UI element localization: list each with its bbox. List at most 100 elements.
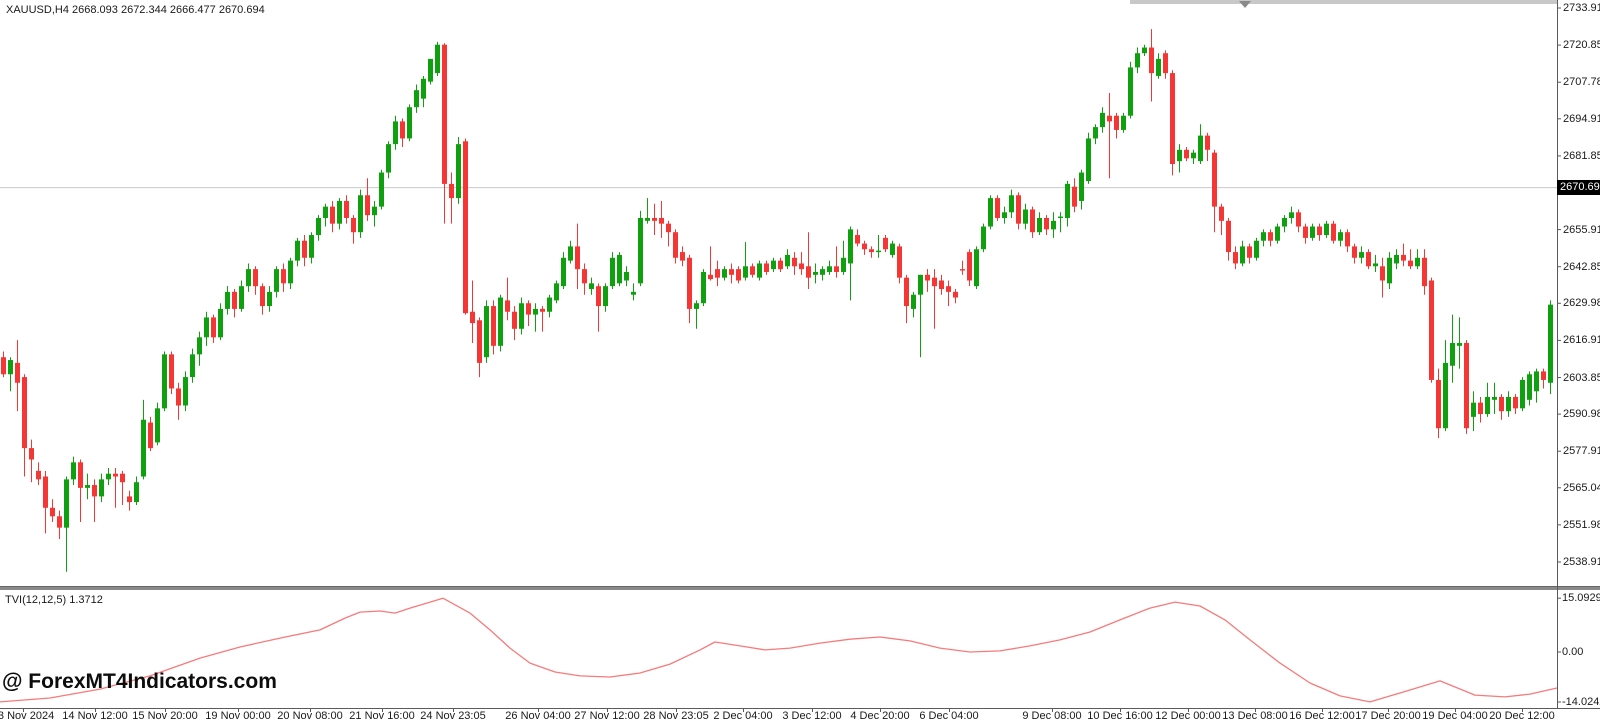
price-axis-label: 2551.980: [1563, 518, 1600, 531]
candle-body: [8, 360, 13, 375]
candle-body: [1037, 217, 1042, 233]
candle-body: [1457, 342, 1462, 346]
candle-body: [1520, 379, 1525, 409]
candle-body: [1471, 402, 1476, 417]
candle-body: [43, 476, 48, 508]
candle-body: [1072, 186, 1077, 207]
candle-body: [680, 252, 685, 261]
candle-body: [1282, 217, 1287, 227]
candle-body: [631, 291, 636, 295]
candle-body: [15, 362, 20, 383]
candle-body: [932, 277, 937, 287]
candle-body: [757, 263, 762, 278]
candle-body: [484, 306, 489, 358]
price-axis-label: 2681.850: [1563, 149, 1600, 162]
candle-body: [1058, 216, 1063, 218]
candle-body: [1499, 396, 1504, 412]
candle-body: [1303, 226, 1308, 238]
candle-body: [939, 280, 944, 290]
candle-body: [687, 257, 692, 309]
candle-body: [428, 58, 433, 82]
candle-body: [1408, 260, 1413, 267]
candle-body: [1, 357, 6, 375]
time-axis-label: 20 Dec 12:00: [1489, 710, 1555, 722]
candle-body: [134, 482, 139, 503]
candle-body: [967, 252, 972, 281]
indicator-axis-label: 0.00: [1562, 646, 1584, 658]
time-axis-label: 19 Dec 04:00: [1422, 710, 1488, 722]
candle-body: [708, 274, 713, 280]
candle-body: [1086, 138, 1091, 182]
candle-body: [561, 257, 566, 287]
candle-body: [323, 206, 328, 218]
pane-separator[interactable]: [0, 586, 1600, 590]
candle-body: [988, 198, 993, 227]
candle-body: [22, 377, 27, 449]
candle-body: [253, 269, 258, 287]
time-axis-label: 4 Dec 20:00: [850, 710, 910, 722]
candle-body: [1534, 371, 1539, 392]
candle-body: [638, 217, 643, 284]
candle-body: [778, 260, 783, 270]
candle-body: [855, 235, 860, 244]
candle-body: [1331, 223, 1336, 241]
candle-body: [302, 240, 307, 258]
candle-body: [645, 217, 650, 221]
candle-body: [120, 473, 125, 483]
candle-body: [1296, 212, 1301, 227]
candle-body: [1352, 246, 1357, 258]
candle-body: [1317, 226, 1322, 236]
candle-body: [596, 286, 601, 307]
candle-body: [568, 246, 573, 261]
candle-body: [1191, 152, 1196, 159]
indicator-axis-label: 15.0929: [1562, 592, 1600, 605]
candle-body: [358, 195, 363, 233]
candle-body: [337, 200, 342, 224]
price-axis-label: 2642.850: [1563, 260, 1600, 273]
time-axis-label: 27 Nov 12:00: [574, 710, 640, 722]
candle-body: [1359, 252, 1364, 258]
candle-body: [1219, 206, 1224, 221]
candle-body: [827, 266, 832, 272]
candle-body: [533, 308, 538, 315]
candle-body: [736, 269, 741, 281]
candle-body: [1212, 152, 1217, 207]
candle-body: [1527, 374, 1532, 400]
candle-body: [407, 107, 412, 139]
candle-body: [1016, 195, 1021, 224]
candle-body: [1247, 246, 1252, 258]
candle-body: [260, 286, 265, 307]
candle-body: [169, 354, 174, 389]
candle-body: [1240, 246, 1245, 264]
candle-body: [274, 269, 279, 292]
price-axis-label: 2603.850: [1563, 371, 1600, 384]
time-axis-label: 2 Dec 04:00: [713, 710, 773, 722]
candle-body: [1485, 396, 1490, 415]
candle-body: [701, 271, 706, 304]
candle-body: [862, 243, 867, 250]
candle-body: [36, 470, 41, 480]
candle-body: [1093, 127, 1098, 139]
candle-body: [470, 311, 475, 324]
candle-body: [1065, 183, 1070, 218]
top-scrollbar[interactable]: [1130, 0, 1557, 4]
candle-body: [729, 269, 734, 275]
candle-body: [393, 121, 398, 145]
candle-body: [1002, 212, 1007, 218]
price-axis-label: 2538.915: [1563, 556, 1600, 568]
candle-body: [1226, 220, 1231, 253]
candle-body: [330, 206, 335, 224]
time-axis-label: 14 Nov 12:00: [62, 710, 128, 722]
candle-body: [1506, 396, 1511, 412]
time-axis-label: 21 Nov 16:00: [349, 710, 415, 722]
chart-shift-marker[interactable]: [1239, 1, 1251, 8]
chart-title-ohlc: XAUUSD,H4 2668.093 2672.344 2666.477 267…: [6, 4, 265, 16]
candle-body: [673, 232, 678, 258]
candle-body: [1030, 209, 1035, 233]
candle-body: [659, 217, 664, 224]
candle-body: [1121, 115, 1126, 130]
candle-body: [1464, 342, 1469, 429]
candle-body: [1275, 226, 1280, 241]
candle-body: [127, 496, 132, 503]
